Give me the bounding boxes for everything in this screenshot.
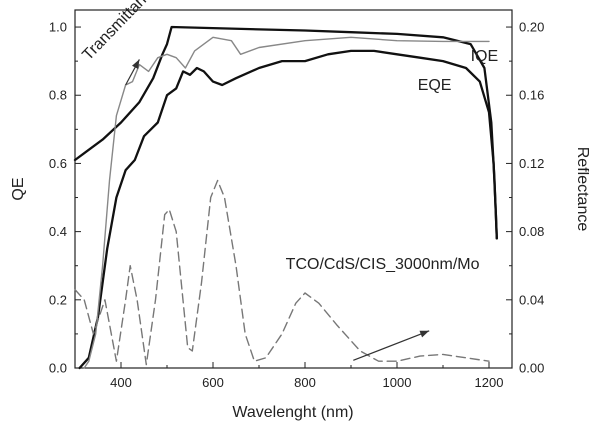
y2-tick-label: 0.00	[519, 361, 544, 376]
axis-ticks: 400 600 800 1000 1200 0.0 0.2 0.4 0.6 0.8 1.0 0.00 0…	[49, 20, 544, 390]
y-tick-label: 0.0	[49, 361, 67, 376]
x-tick-label: 600	[202, 375, 224, 390]
series-line-reflectance	[74, 179, 490, 366]
y2-tick-label: 0.16	[519, 88, 544, 103]
annotation-label: IQE	[471, 48, 499, 65]
y2-tick-label: 0.04	[519, 292, 544, 307]
y-tick-label: 1.0	[49, 20, 67, 35]
annotation-label: EQE	[418, 77, 452, 94]
x-tick-label: 800	[294, 375, 316, 390]
x-axis-title: Wavelenght (nm)	[232, 404, 353, 421]
series-line-iqe	[73, 25, 498, 240]
annotation-arrowhead	[419, 330, 430, 338]
x-tick-label: 400	[110, 375, 132, 390]
y2-tick-label: 0.08	[519, 224, 544, 239]
annotation-label: TCO/CdS/CIS_3000nm/Mo	[286, 256, 480, 273]
x-tick-label: 1000	[383, 375, 412, 390]
y-tick-label: 0.6	[49, 156, 67, 171]
y2-tick-label: 0.20	[519, 20, 544, 35]
series-line-transmittance	[83, 36, 490, 369]
annotation-arrowhead	[132, 59, 140, 69]
y-tick-label: 0.4	[49, 224, 67, 239]
x-tick-label: 1200	[475, 375, 504, 390]
series-layer	[73, 25, 498, 370]
y2-axis-title: Reflectance	[574, 147, 589, 232]
y-axis-title: QE	[10, 177, 27, 200]
y2-tick-label: 0.12	[519, 156, 544, 171]
series-line-eqe	[78, 49, 498, 370]
annotation-arrow	[353, 330, 430, 361]
plot-frame	[74, 9, 513, 369]
y-tick-label: 0.8	[49, 88, 67, 103]
y-tick-label: 0.2	[49, 292, 67, 307]
